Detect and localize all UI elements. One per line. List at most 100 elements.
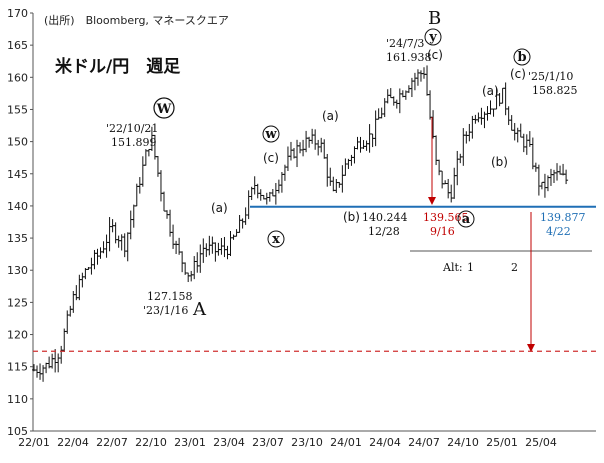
ohlc-bar [364, 140, 369, 151]
y-tick-label: 140 [7, 200, 28, 213]
ohlc-bar [104, 234, 109, 258]
ohlc-bar [397, 88, 402, 114]
ohlc-bar [295, 139, 300, 168]
ohlc-bar [536, 164, 541, 196]
x-tick-label: 23/04 [213, 436, 245, 449]
y-tick-label: 125 [7, 296, 28, 309]
ohlc-bar [210, 236, 215, 254]
ohlc-bar [488, 100, 493, 115]
ohlc-bar [198, 244, 203, 273]
ohlc-bar [473, 114, 478, 124]
x-tick-label: 22/01 [18, 436, 50, 449]
ohlc-bar [458, 153, 463, 164]
peak-2024-value: 161.938 [386, 51, 432, 64]
ohlc-bar [62, 328, 67, 352]
ohlc-bar [322, 139, 327, 159]
ohlc-bar [503, 82, 508, 116]
peak-2024-date: '24/7/3 [386, 37, 424, 50]
wave-y: y [428, 30, 437, 45]
ohlc-bar [35, 365, 40, 378]
source-label: (出所) Bloomberg, マネースクエア [44, 13, 229, 27]
ohlc-bar [418, 70, 423, 82]
ohlc-bar [240, 218, 245, 229]
ohlc-bar [270, 188, 275, 197]
ohlc-bar [539, 181, 544, 190]
ohlc-bar [279, 172, 284, 193]
alt-1: 1 [467, 261, 474, 274]
ohlc-bar [355, 136, 360, 150]
ohlc-bar [533, 162, 538, 172]
ohlc-bar [276, 179, 281, 194]
ohlc-bar [530, 137, 535, 170]
ohlc-bar [412, 72, 417, 91]
wave-c-1: (c) [263, 151, 279, 165]
ohlc-bar [437, 159, 442, 176]
circle-x [267, 230, 285, 248]
ohlc-bar [548, 168, 553, 186]
peak-2025-date: '25/1/10 [528, 70, 573, 83]
arrow-1-head [428, 197, 436, 205]
ohlc-bar [140, 156, 145, 187]
low-b-value: 140.244 [362, 211, 408, 224]
ohlc-bar [180, 251, 185, 273]
ohlc-bar [334, 179, 339, 193]
wave-A: A [192, 299, 207, 320]
ohlc-bar [524, 134, 529, 155]
ohlc-bar [509, 115, 514, 131]
peak-2025-value: 158.825 [532, 84, 578, 97]
low-2023-date: '23/1/16 [143, 304, 188, 317]
y-tick-label: 170 [7, 7, 28, 20]
ohlc-bar [131, 204, 136, 228]
ohlc-bar [101, 241, 106, 254]
circle-b [513, 48, 531, 66]
circle-w [262, 125, 280, 143]
ohlc-bar [379, 107, 384, 119]
ohlc-bar [38, 363, 43, 380]
ohlc-bar [515, 127, 520, 143]
ohlc-bar [358, 136, 363, 153]
x-tick-label: 25/04 [525, 436, 557, 449]
x-tick-label: 22/07 [96, 436, 128, 449]
ohlc-bar [158, 170, 163, 202]
wave-c-3: (c) [510, 67, 526, 81]
ohlc-bar [264, 192, 269, 205]
ohlc-bar [440, 170, 445, 189]
ohlc-bar [192, 256, 197, 280]
ohlc-bar [307, 136, 312, 148]
ohlc-bar [237, 214, 242, 233]
ohlc-bar [425, 65, 430, 96]
ohlc-bar [98, 247, 103, 259]
ohlc-bar [391, 96, 396, 106]
wave-a-1: (a) [211, 201, 228, 215]
ohlc-bar [122, 233, 127, 258]
ohlc-bar [373, 110, 378, 147]
low-sep-date: 9/16 [430, 225, 455, 238]
y-tick-label: 150 [7, 136, 28, 149]
wave-a-2: (a) [322, 109, 339, 123]
ohlc-bar [186, 272, 191, 283]
y-tick-label: 115 [7, 361, 28, 374]
ohlc-bar [59, 345, 64, 364]
ohlc-bar [174, 240, 179, 254]
circle-W [153, 97, 175, 119]
ohlc-bar [313, 129, 318, 150]
low-apr-value: 139.877 [540, 211, 586, 224]
ohlc-bar [552, 169, 556, 183]
ohlc-bar [195, 252, 200, 273]
ohlc-bar [162, 191, 166, 212]
ohlc-bar [222, 236, 227, 258]
y-tick-label: 110 [7, 393, 28, 406]
x-tick-label: 23/01 [174, 436, 206, 449]
ohlc-bar [304, 130, 309, 153]
ohlc-bar [428, 90, 433, 120]
peak-2022-date: '22/10/21 [106, 122, 158, 135]
x-tick-label: 22/10 [135, 436, 167, 449]
ohlc-bar [89, 257, 94, 275]
ohlc-bar [349, 154, 354, 166]
y-tick-label: 120 [7, 329, 28, 342]
chart-title: 米ドル/円 週足 [55, 56, 180, 77]
ohlc-bar [189, 270, 194, 282]
wave-a-3: (a) [482, 84, 499, 98]
ohlc-bar [155, 155, 160, 177]
